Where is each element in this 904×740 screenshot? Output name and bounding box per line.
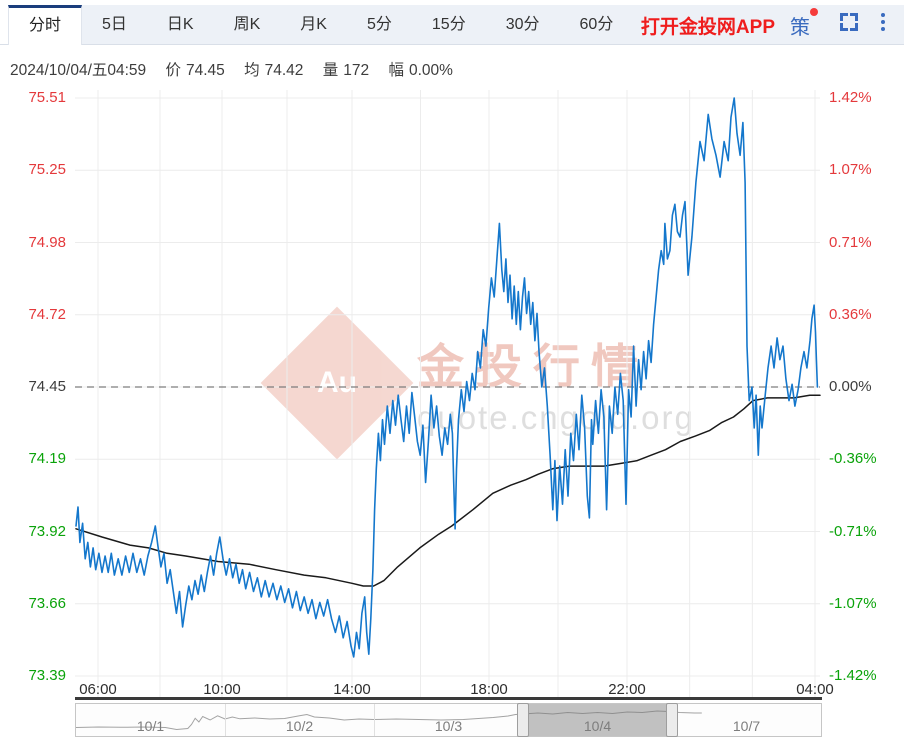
navigator-date-label: 10/7 (732, 718, 761, 734)
price-label: 价 (165, 62, 181, 79)
tab-30分[interactable]: 30分 (505, 16, 540, 33)
tab-bar: 分时 5日 日K 周K 月K 5分 15分 30分 60分 打开金投网APP 策 (0, 0, 904, 45)
strategy-badge-button[interactable]: 策 (790, 8, 818, 40)
navigator-sparkline (75, 710, 702, 731)
navigator-section-divider (374, 704, 375, 736)
period-tabs: 分时 5日 日K 周K 月K 5分 15分 30分 60分 (8, 5, 904, 45)
price-line (75, 97, 819, 658)
tab-日K[interactable]: 日K (166, 16, 194, 33)
tab-15分[interactable]: 15分 (431, 16, 466, 33)
tab-5分[interactable]: 5分 (366, 16, 392, 33)
fullscreen-button[interactable] (840, 13, 858, 31)
navigator-section-divider (225, 704, 226, 736)
navigator-strip[interactable]: 10/1 10/2 10/3 10/4 10/7 (75, 703, 822, 737)
navigator-date-label: 10/3 (434, 718, 463, 734)
quote-datetime: 2024/10/04/五04:59 (10, 62, 147, 79)
change-value: 0.00% (408, 62, 453, 79)
tab-月K[interactable]: 月K (300, 16, 327, 33)
change-label: 幅 (388, 62, 404, 79)
average-value: 74.42 (264, 62, 304, 79)
volume-value: 172 (343, 62, 370, 79)
tab-周K[interactable]: 周K (233, 16, 261, 33)
strategy-badge-label: 策 (790, 17, 810, 39)
tab-分时[interactable]: 分时 (8, 5, 83, 45)
navigator-date-label: 10/1 (136, 718, 165, 734)
tab-5日[interactable]: 5日 (102, 16, 127, 33)
average-line (75, 394, 821, 587)
tab-60分[interactable]: 60分 (579, 16, 614, 33)
open-app-link[interactable]: 打开金投网APP (640, 17, 775, 38)
price-value: 74.45 (186, 62, 225, 79)
navigator-date-label: 10/4 (583, 718, 612, 734)
quote-info-bar: 2024/10/04/五04:59 价 74.45 均 74.42 量 172 幅 0.… (0, 45, 904, 84)
navigator-date-label: 10/2 (285, 718, 314, 734)
navigator-left-handle[interactable] (517, 703, 529, 737)
average-label: 均 (244, 62, 260, 79)
notification-dot-icon (810, 8, 818, 16)
more-menu-button[interactable] (880, 12, 886, 32)
navigator-right-handle[interactable] (666, 703, 678, 737)
volume-label: 量 (322, 62, 339, 79)
navigator-selected-range[interactable] (523, 704, 672, 736)
